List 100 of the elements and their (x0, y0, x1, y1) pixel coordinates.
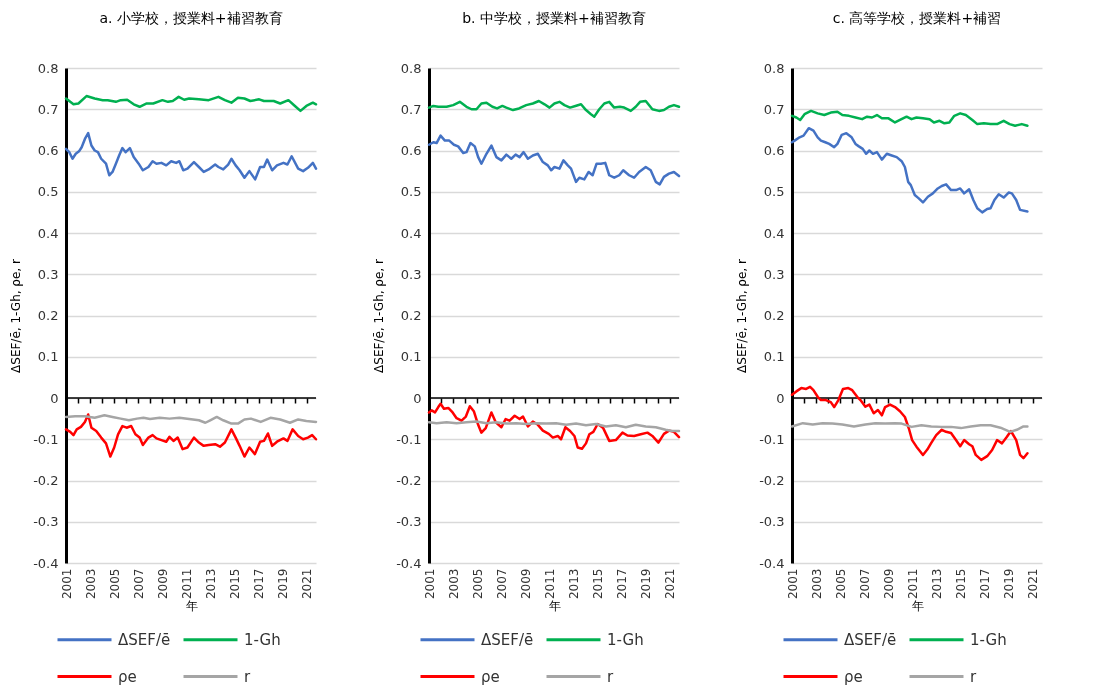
x-axis-title: 年 (911, 599, 924, 614)
legend-label: 1-Gh (607, 630, 644, 649)
y-tick-label: -0.1 (396, 431, 422, 447)
line-series (427, 420, 681, 433)
x-tick-label: 2021 (1026, 568, 1041, 600)
x-tick-label: 2007 (857, 568, 872, 600)
y-tick-label: 0.8 (37, 60, 59, 76)
x-tick-label: 2011 (905, 568, 920, 600)
y-tick-label: -0.4 (396, 555, 422, 571)
y-tick-label: 0.7 (400, 101, 422, 117)
y-tick-label: 0.5 (37, 184, 59, 200)
x-tick-label: 2007 (131, 568, 146, 600)
y-tick-label: 0.5 (763, 184, 785, 200)
x-tick-label: 2009 (881, 568, 896, 600)
x-tick-label: 2003 (809, 568, 824, 600)
y-tick-label: 0.6 (400, 143, 422, 158)
line-series (790, 421, 1029, 434)
y-tick-label: 0 (776, 390, 785, 406)
y-tick-label: 0.7 (763, 101, 785, 117)
legend-label: r (244, 667, 251, 686)
y-tick-label: -0.2 (396, 473, 422, 488)
y-tick-label: 0.6 (37, 143, 59, 158)
y-tick-label: 0.8 (400, 60, 422, 76)
line-series (427, 99, 681, 118)
line-series (64, 413, 318, 458)
x-tick-label: 2011 (542, 568, 557, 600)
x-tick-label: 2017 (252, 568, 267, 600)
y-tick-label: 0.4 (37, 225, 59, 241)
line-series (64, 414, 318, 425)
chart-title: a. 小学校，授業料+補習教育 (99, 10, 283, 26)
line-series (790, 109, 1029, 127)
y-axis-title: ΔSEF/ē, 1-Gh, ρe, r (735, 259, 750, 373)
x-tick-label: 2005 (833, 568, 848, 600)
x-axis-title: 年 (548, 599, 561, 614)
x-tick-label: 2015 (591, 568, 606, 600)
x-tick-label: 2001 (785, 568, 800, 600)
y-tick-label: 0.2 (400, 308, 422, 323)
x-tick-label: 2001 (422, 568, 437, 600)
y-tick-label: 0 (50, 390, 59, 406)
y-axis-title: ΔSEF/ē, 1-Gh, ρe, r (372, 259, 387, 373)
legend-label: 1-Gh (970, 630, 1007, 649)
y-tick-label: -0.2 (33, 473, 59, 488)
y-tick-label: 0.2 (763, 308, 785, 323)
y-tick-label: -0.4 (759, 555, 785, 571)
y-tick-label: 0.1 (763, 349, 785, 365)
x-tick-label: 2003 (446, 568, 461, 600)
line-series (790, 385, 1029, 462)
y-tick-label: 0.3 (763, 266, 785, 282)
y-tick-label: -0.4 (33, 555, 59, 571)
x-tick-label: 2001 (59, 568, 74, 600)
legend-label: ρe (844, 667, 863, 686)
chart-title: c. 高等学校，授業料+補習 (832, 10, 1002, 26)
y-tick-label: 0.6 (763, 143, 785, 158)
y-tick-label: -0.3 (396, 514, 422, 530)
legend-label: ΔSEF/ē (844, 630, 897, 649)
x-tick-label: 2013 (204, 568, 219, 600)
y-tick-label: 0.3 (400, 266, 422, 282)
legend-label: 1-Gh (244, 630, 281, 649)
y-tick-label: 0 (413, 390, 422, 406)
y-axis-title: ΔSEF/ē, 1-Gh, ρe, r (9, 259, 24, 373)
x-tick-label: 2017 (615, 568, 630, 600)
chart-title: b. 中学校，授業料+補習教育 (462, 10, 646, 26)
legend-label: ΔSEF/ē (481, 630, 534, 649)
y-tick-label: 0.2 (37, 308, 59, 323)
x-tick-label: 2019 (639, 568, 654, 600)
x-tick-label: 2019 (1002, 568, 1017, 600)
legend-label: r (607, 667, 614, 686)
y-tick-label: 0.8 (763, 60, 785, 76)
legend-label: ΔSEF/ē (118, 630, 171, 649)
x-tick-label: 2013 (930, 568, 945, 600)
line-series (64, 131, 318, 181)
x-tick-label: 2009 (155, 568, 170, 600)
x-tick-label: 2019 (276, 568, 291, 600)
x-tick-label: 2005 (470, 568, 485, 600)
y-tick-label: -0.1 (759, 431, 785, 447)
x-tick-label: 2021 (300, 568, 315, 600)
legend-label: r (970, 667, 977, 686)
x-tick-label: 2013 (567, 568, 582, 600)
x-tick-label: 2005 (107, 568, 122, 600)
y-tick-label: 0.4 (400, 225, 422, 241)
y-tick-label: 0.7 (37, 101, 59, 117)
line-series (427, 134, 681, 186)
y-tick-label: -0.3 (759, 514, 785, 530)
x-tick-label: 2011 (179, 568, 194, 600)
legend-label: ρe (118, 667, 137, 686)
y-tick-label: 0.1 (400, 349, 422, 365)
x-tick-label: 2015 (228, 568, 243, 600)
y-tick-label: -0.3 (33, 514, 59, 530)
x-tick-label: 2017 (978, 568, 993, 600)
x-tick-label: 2021 (663, 568, 678, 600)
y-tick-label: -0.2 (759, 473, 785, 488)
x-tick-label: 2007 (494, 568, 509, 600)
legend-label: ρe (481, 667, 500, 686)
line-series (64, 94, 318, 113)
x-tick-label: 2009 (518, 568, 533, 600)
y-tick-label: -0.1 (33, 431, 59, 447)
line-series (790, 126, 1029, 214)
x-tick-label: 2003 (83, 568, 98, 600)
y-tick-label: 0.5 (400, 184, 422, 200)
line-series (427, 402, 681, 450)
